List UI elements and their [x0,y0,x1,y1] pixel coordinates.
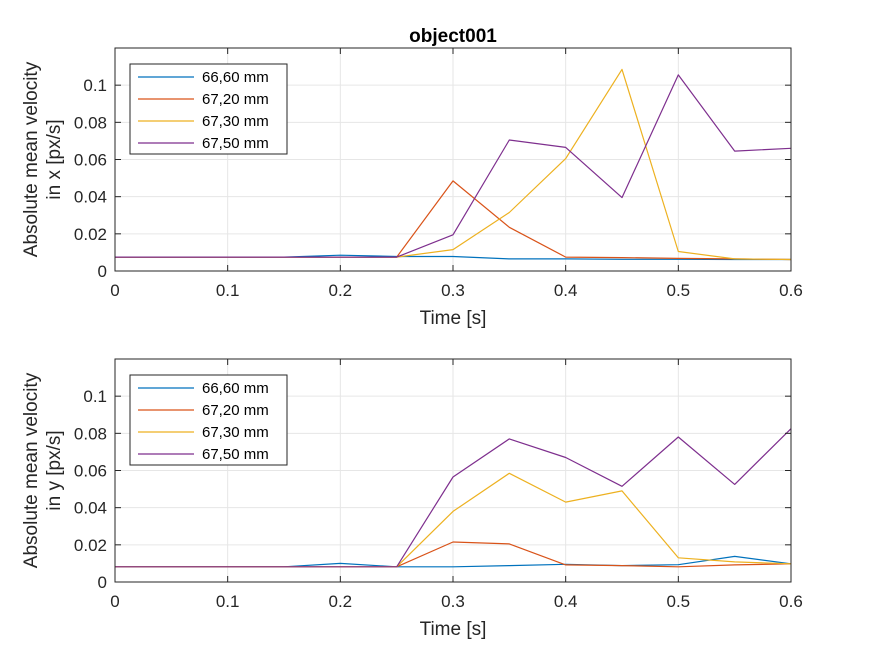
y-axis-label-line: Absolute mean velocity [21,372,42,568]
x-tick-label: 0.3 [441,281,465,300]
series-line-3 [115,428,792,568]
legend-label: 67,50 mm [202,135,269,152]
x-tick-label: 0.5 [667,592,691,611]
y-tick-label: 0.08 [74,424,107,443]
x-axis-label: Time [s] [420,619,487,640]
x-tick-label: 0 [110,592,119,611]
legend-label: 67,20 mm [202,402,269,419]
y-tick-label: 0.04 [74,188,107,207]
figure-title: object001 [409,26,497,47]
y-tick-label: 0.04 [74,499,107,518]
x-tick-label: 0.1 [216,592,240,611]
legend-label: 66,60 mm [202,69,269,86]
x-tick-label: 0.6 [779,592,803,611]
legend-label: 67,30 mm [202,424,269,441]
y-tick-label: 0.06 [74,462,107,481]
y-axis-label-line: in y [px/s] [44,430,65,510]
plot-y-velocity: 0 0.1 0.2 0.3 0.4 0.5 0.6 0 0.02 0.04 0.06 0.08 0.1 T… [21,358,803,640]
y-axis-label-line: in x [px/s] [44,119,65,199]
x-tick-label: 0.2 [329,592,353,611]
legend-label: 67,50 mm [202,446,269,463]
legend-label: 67,30 mm [202,113,269,130]
x-tick-label: 0.4 [554,592,578,611]
y-tick-label: 0.1 [83,387,107,406]
x-axis-label: Time [s] [420,308,487,329]
y-tick-label: 0.08 [74,113,107,132]
y-tick-label: 0.02 [74,225,107,244]
y-tick-label: 0.02 [74,536,107,555]
x-tick-label: 0.5 [667,281,691,300]
y-tick-label: 0 [98,262,107,281]
y-tick-label: 0.06 [74,151,107,170]
y-tick-label: 0 [98,573,107,592]
x-tick-label: 0.3 [441,592,465,611]
legend-box [129,374,288,466]
legend-label: 66,60 mm [202,380,269,397]
x-tick-label: 0 [110,281,119,300]
legend-box [129,63,288,155]
y-axis-label: Absolute mean velocity in y [px/s] [21,372,65,568]
y-axis-label-line: Absolute mean velocity [21,61,42,257]
x-tick-label: 0.1 [216,281,240,300]
series-line-3 [115,74,792,258]
y-axis-label: Absolute mean velocity in x [px/s] [21,61,65,257]
x-tick-label: 0.4 [554,281,578,300]
x-tick-label: 0.6 [779,281,803,300]
legend-label: 67,20 mm [202,91,269,108]
y-tick-label: 0.1 [83,76,107,95]
x-tick-label: 0.2 [329,281,353,300]
plot-x-velocity: 0 0.1 0.2 0.3 0.4 0.5 0.6 0 0.02 0.04 0.06 0.08 0.1 T… [21,47,803,329]
